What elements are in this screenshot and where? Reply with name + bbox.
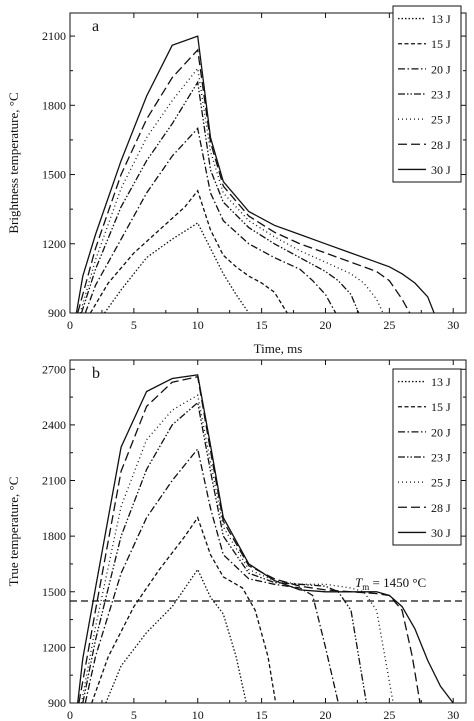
series-line-15j — [89, 189, 288, 313]
series-line-23j — [82, 401, 368, 703]
series-line-30j — [77, 374, 454, 703]
x-tick-label: 25 — [383, 708, 395, 721]
x-tick-label: 15 — [256, 708, 268, 721]
x-tick-label: 30 — [447, 708, 459, 721]
x-tick-label: 25 — [383, 318, 395, 332]
y-tick-label: 1800 — [42, 98, 66, 112]
legend-label: 28 J — [431, 138, 451, 152]
legend-label: 20 J — [431, 425, 451, 439]
x-tick-label: 20 — [319, 708, 331, 721]
x-tick-label: 15 — [256, 318, 268, 332]
x-tick-label: 10 — [192, 318, 204, 332]
series-line-30j — [75, 35, 435, 313]
y-tick-label: 1500 — [42, 585, 66, 599]
y-tick-label: 2100 — [42, 29, 66, 43]
series-line-13j — [105, 568, 247, 703]
series-group — [77, 374, 454, 703]
plot-frame — [69, 12, 467, 314]
panel-label: b — [92, 365, 100, 382]
legend-label: 30 J — [431, 526, 451, 540]
legend-label: 28 J — [431, 501, 451, 515]
y-tick-label: 2400 — [42, 418, 66, 432]
x-tick-label: 5 — [131, 708, 137, 721]
legend-label: 15 J — [431, 37, 451, 51]
series-line-13j — [103, 222, 250, 313]
chart-panel-a: 0 5 10 15 20 25 30 900 1200 1500 1800 2100 Time, ms B… — [6, 5, 467, 356]
x-tick-label: 0 — [67, 708, 73, 721]
legend-label: 23 J — [431, 451, 451, 465]
series-line-15j — [91, 516, 277, 703]
series-group — [75, 35, 435, 313]
y-tick-label: 900 — [48, 696, 66, 710]
legend-label: 25 J — [431, 113, 451, 127]
chart-panel-b: 0 5 10 15 20 25 30 900 1200 1500 1800 2100 2400 2700 T… — [6, 359, 467, 721]
legend: 13 J 15 J 20 J 23 J 25 J 28 J 30 J — [392, 5, 462, 183]
series-line-20j — [84, 127, 337, 313]
series-line-28j — [78, 375, 421, 703]
y-tick-label: 1200 — [42, 640, 66, 654]
y-tick-label: 1800 — [42, 529, 66, 543]
x-tick-label: 30 — [447, 318, 459, 332]
y-axis-label: True temperature, °C — [6, 477, 21, 587]
legend-label: 15 J — [431, 400, 451, 414]
plot-frame — [69, 359, 467, 704]
x-tick-label: 10 — [192, 708, 204, 721]
legend: 13 J 15 J 20 J 23 J 25 J 28 J 30 J — [392, 368, 462, 546]
x-axis-label: Time, ms — [254, 341, 303, 356]
y-tick-label: 1200 — [42, 237, 66, 251]
panel-label: a — [92, 18, 99, 35]
x-tick-label: 0 — [67, 318, 73, 332]
legend-label: 13 J — [431, 12, 451, 26]
y-tick-label: 900 — [48, 306, 66, 320]
legend-label: 13 J — [431, 375, 451, 389]
series-line-25j — [80, 394, 394, 703]
series-line-23j — [80, 80, 360, 313]
melting-point-label: Tm = 1450 °C — [355, 575, 426, 592]
y-axis-label: Brightness temperature, °C — [6, 92, 21, 233]
legend-label: 23 J — [431, 88, 451, 102]
y-tick-label: 2700 — [42, 362, 66, 376]
legend-label: 30 J — [431, 163, 451, 177]
series-line-20j — [84, 447, 339, 703]
legend-label: 25 J — [431, 476, 451, 490]
y-tick-label: 2100 — [42, 474, 66, 488]
x-tick-label: 5 — [131, 318, 137, 332]
y-tick-label: 1500 — [42, 168, 66, 182]
series-line-25j — [79, 66, 384, 313]
legend-label: 20 J — [431, 62, 451, 76]
series-line-28j — [77, 48, 411, 313]
x-tick-label: 20 — [319, 318, 331, 332]
